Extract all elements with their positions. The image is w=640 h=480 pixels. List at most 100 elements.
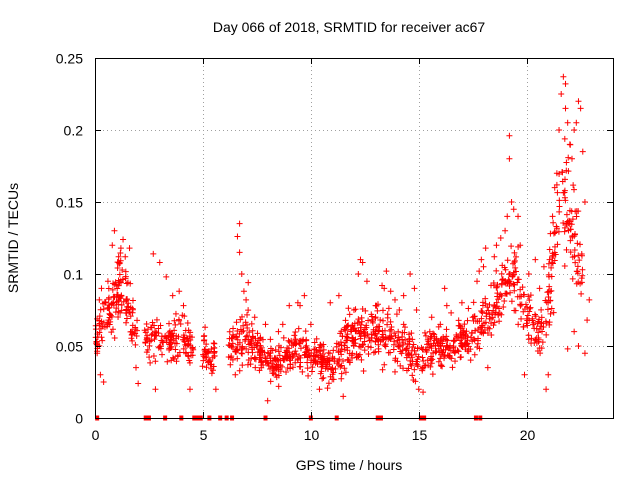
data-point: [479, 302, 486, 309]
data-point: [563, 211, 570, 218]
data-point: [577, 105, 584, 112]
data-point: [158, 337, 165, 344]
data-point: [491, 319, 498, 326]
data-point: [511, 271, 518, 278]
data-point: [537, 323, 544, 330]
data-point: [488, 331, 495, 338]
data-point: [574, 268, 581, 275]
data-point: [209, 354, 216, 361]
data-point: [419, 354, 426, 361]
data-point: [513, 268, 520, 275]
data-point: [303, 342, 310, 349]
data-point: [545, 260, 552, 267]
data-point: [446, 344, 453, 351]
data-point: [166, 346, 173, 353]
data-point: [356, 343, 363, 350]
data-point: [422, 332, 429, 339]
data-point: [239, 343, 246, 350]
data-point: [568, 155, 575, 162]
data-point: [269, 364, 276, 371]
data-point: [525, 293, 532, 300]
data-point: [115, 253, 122, 260]
data-point: [338, 375, 345, 382]
data-point: [480, 329, 487, 336]
data-point: [367, 337, 374, 344]
data-point: [441, 285, 448, 292]
data-point: [230, 325, 237, 332]
data-point: [110, 280, 117, 287]
data-point: [372, 315, 379, 322]
data-point: [438, 351, 445, 358]
data-point: [318, 354, 325, 361]
data-point: [233, 319, 240, 326]
data-point: [350, 325, 357, 332]
data-point: [361, 338, 368, 345]
data-point: [573, 208, 580, 215]
data-point: [549, 254, 556, 261]
data-point: [479, 323, 486, 330]
data-point: [528, 335, 535, 342]
data-point: [180, 302, 187, 309]
data-point: [397, 362, 404, 369]
data-point: [372, 338, 379, 345]
data-point: [491, 253, 498, 260]
data-point: [536, 345, 543, 352]
data-point: [584, 317, 591, 324]
data-point: [517, 242, 524, 249]
data-point: [420, 389, 427, 396]
data-point: [502, 227, 509, 234]
data-point: [547, 230, 554, 237]
data-point: [338, 328, 345, 335]
axis-ticks: [95, 58, 613, 419]
data-point: [100, 306, 107, 313]
data-point: [246, 329, 253, 336]
data-point: [150, 250, 157, 257]
data-point: [511, 287, 518, 294]
data-point: [578, 275, 585, 282]
data-point: [153, 316, 160, 323]
data-point: [318, 343, 325, 350]
data-point: [406, 341, 413, 348]
data-point: [421, 362, 428, 369]
data-point: [581, 199, 588, 205]
data-point: [520, 323, 527, 330]
data-point: [391, 330, 398, 337]
data-point: [496, 318, 503, 325]
data-point: [306, 347, 313, 354]
data-point: [517, 286, 524, 293]
data-point: [244, 361, 251, 368]
data-point: [115, 282, 122, 289]
data-point: [494, 293, 501, 300]
data-point: [146, 354, 153, 361]
data-point: [153, 329, 160, 336]
data-point: [359, 259, 366, 266]
data-point: [464, 340, 471, 347]
data-point: [286, 338, 293, 345]
data-point: [125, 300, 132, 307]
data-point: [344, 356, 351, 363]
data-point: [501, 264, 508, 271]
data-point: [385, 305, 392, 312]
data-point: [143, 336, 150, 343]
data-point: [181, 338, 188, 345]
data-point: [379, 307, 386, 314]
data-point: [428, 360, 435, 367]
data-point: [536, 285, 543, 292]
data-point: [188, 334, 195, 341]
data-point: [127, 313, 134, 320]
data-point: [267, 378, 274, 385]
data-point: [295, 325, 302, 332]
data-point: [229, 331, 236, 338]
data-point: [383, 335, 390, 342]
data-point: [233, 334, 240, 341]
data-point: [227, 361, 234, 368]
data-point: [548, 305, 555, 312]
data-point: [118, 302, 125, 309]
data-point: [562, 105, 569, 112]
data-point: [534, 320, 541, 327]
data-point: [499, 276, 506, 283]
data-point: [115, 301, 122, 308]
data-point: [252, 364, 259, 371]
data-point: [458, 340, 465, 347]
